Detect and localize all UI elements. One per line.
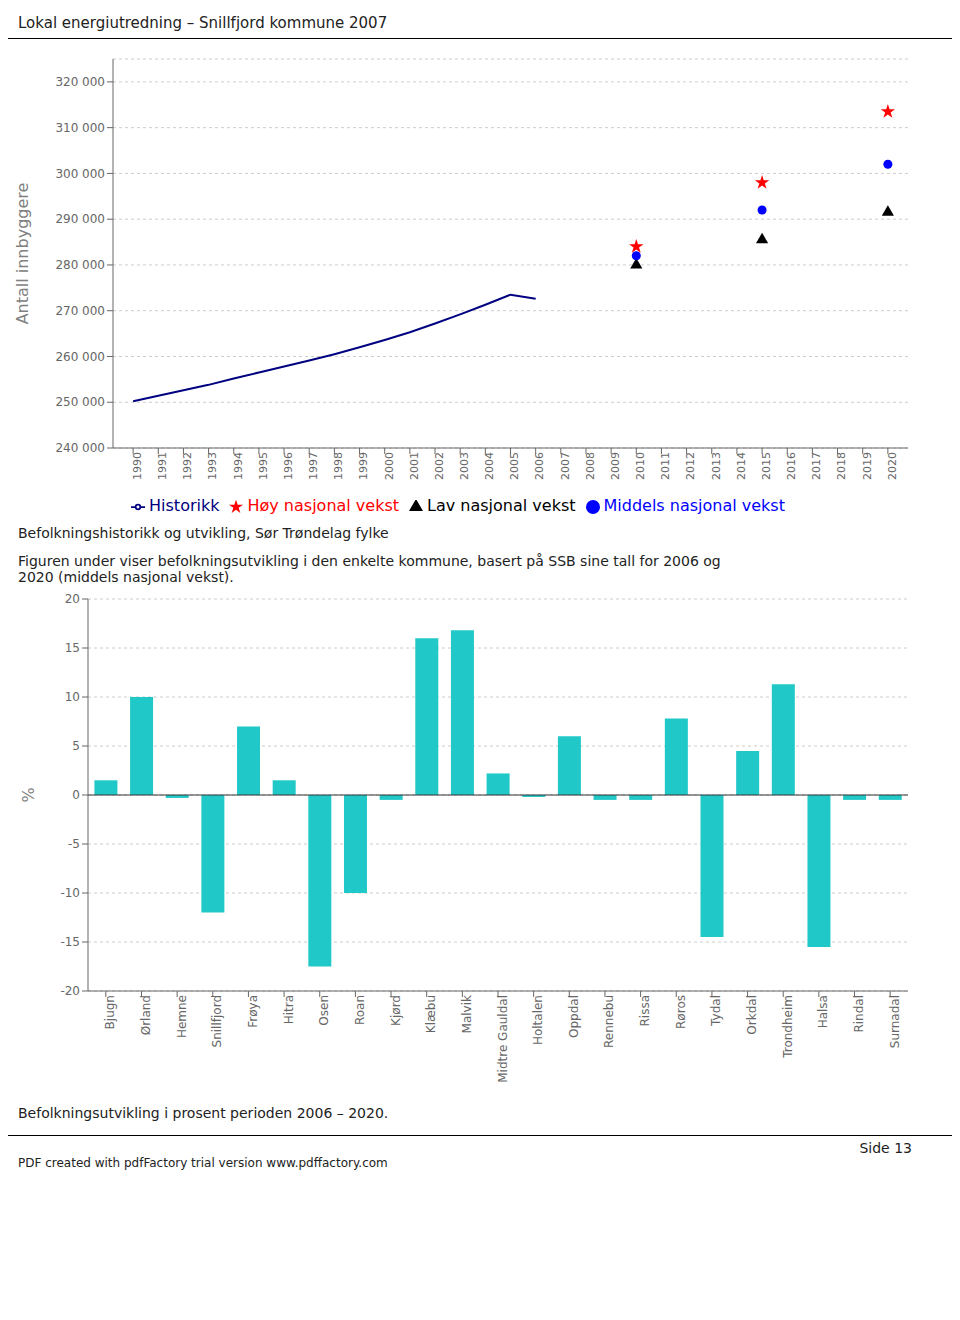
svg-text:310 000: 310 000 (55, 121, 105, 135)
html-text:Figuren under viser befolkning: Figuren under viser befolkningsutvikling… (18, 553, 721, 569)
svg-text:250 000: 250 000 (55, 395, 105, 409)
svg-text:-10: -10 (60, 886, 80, 900)
svg-text:2020: 2020 (886, 452, 899, 480)
html-text:Befolkningshistorikk og utvikl: Befolkningshistorikk og utvikling, Sør T… (18, 525, 389, 541)
svg-text:2000: 2000 (383, 452, 396, 480)
html-text:Middels nasjonal vekst: Middels nasjonal vekst (603, 496, 785, 515)
svg-text:2002: 2002 (433, 452, 446, 480)
svg-text:2004: 2004 (483, 452, 496, 480)
html-text:Lokal energiutredning – Snillf: Lokal energiutredning – Snillfjord kommu… (18, 14, 388, 32)
svg-text:260 000: 260 000 (55, 350, 105, 364)
svg-text:2012: 2012 (684, 452, 697, 480)
svg-text:1994: 1994 (232, 452, 245, 480)
svg-text:1993: 1993 (206, 452, 219, 480)
svg-text:Antall innbyggere: Antall innbyggere (13, 183, 32, 325)
svg-text:2001: 2001 (408, 452, 421, 480)
svg-text:Snillfjord: Snillfjord (210, 995, 224, 1047)
svg-text:-15: -15 (60, 935, 80, 949)
svg-text:1992: 1992 (181, 452, 194, 480)
svg-text:2008: 2008 (584, 452, 597, 480)
svg-text:240 000: 240 000 (55, 441, 105, 455)
svg-text:270 000: 270 000 (55, 304, 105, 318)
svg-text:Tydal: Tydal (709, 995, 723, 1027)
svg-text:Orkdal: Orkdal (745, 995, 759, 1035)
html-text:Høy nasjonal vekst: Høy nasjonal vekst (247, 496, 399, 515)
svg-text:1995: 1995 (257, 452, 270, 480)
svg-text:2017: 2017 (810, 452, 823, 480)
svg-text:Ørland: Ørland (139, 995, 153, 1035)
svg-text:Holtalen: Holtalen (531, 995, 545, 1045)
svg-text:1991: 1991 (156, 452, 169, 480)
svg-text:Malvik: Malvik (460, 995, 474, 1033)
svg-text:-20: -20 (60, 984, 80, 998)
svg-text:1998: 1998 (332, 452, 345, 480)
svg-text:Trondheim: Trondheim (781, 995, 795, 1059)
svg-text:20: 20 (65, 592, 80, 606)
svg-text:Rindal: Rindal (852, 995, 866, 1033)
svg-text:300 000: 300 000 (55, 167, 105, 181)
svg-text:2006: 2006 (533, 452, 546, 480)
svg-text:2015: 2015 (760, 452, 773, 480)
svg-text:1996: 1996 (282, 452, 295, 480)
svg-text:Kjørd: Kjørd (389, 995, 403, 1026)
svg-text:2003: 2003 (458, 452, 471, 480)
svg-text:Rissa: Rissa (638, 995, 652, 1027)
svg-text:Frøya: Frøya (246, 995, 260, 1028)
svg-text:Midtre Gauldal: Midtre Gauldal (496, 995, 510, 1083)
svg-text:10: 10 (65, 690, 80, 704)
svg-text:1997: 1997 (307, 452, 320, 480)
html-text:Befolkningsutvikling i prosent: Befolkningsutvikling i prosent perioden … (18, 1105, 389, 1121)
svg-text:Roan: Roan (353, 995, 367, 1025)
html-text:2020 (middels nasjonal vekst).: 2020 (middels nasjonal vekst). (18, 569, 234, 585)
svg-text:2013: 2013 (710, 452, 723, 480)
svg-text:2014: 2014 (735, 452, 748, 480)
svg-text:290 000: 290 000 (55, 212, 105, 226)
svg-text:2011: 2011 (659, 452, 672, 480)
svg-text:0: 0 (72, 788, 80, 802)
svg-text:2016: 2016 (785, 452, 798, 480)
svg-text:15: 15 (65, 641, 80, 655)
svg-text:%: % (19, 787, 38, 802)
svg-text:2005: 2005 (508, 452, 521, 480)
svg-text:5: 5 (72, 739, 80, 753)
svg-text:2018: 2018 (835, 452, 848, 480)
svg-text:Rennebu: Rennebu (602, 995, 616, 1048)
svg-text:2010: 2010 (634, 452, 647, 480)
svg-text:2019: 2019 (861, 452, 874, 480)
svg-text:Bjugn: Bjugn (103, 995, 117, 1029)
svg-text:Hemne: Hemne (175, 995, 189, 1038)
html-text:Side 13: Side 13 (859, 1140, 912, 1156)
svg-text:1990: 1990 (131, 452, 144, 480)
svg-text:2009: 2009 (609, 452, 622, 480)
svg-text:320 000: 320 000 (55, 75, 105, 89)
svg-text:Røros: Røros (674, 995, 688, 1029)
svg-text:2007: 2007 (559, 452, 572, 480)
svg-text:Osen: Osen (317, 995, 331, 1026)
html-text:Lav nasjonal vekst: Lav nasjonal vekst (427, 496, 576, 515)
svg-text:Oppdal: Oppdal (567, 995, 581, 1038)
svg-text:280 000: 280 000 (55, 258, 105, 272)
svg-text:Halsa: Halsa (816, 995, 830, 1028)
svg-text:1999: 1999 (357, 452, 370, 480)
svg-text:Hitra: Hitra (282, 995, 296, 1024)
html-text:PDF created with pdfFactory tr: PDF created with pdfFactory trial versio… (18, 1156, 388, 1170)
svg-text:Klæbu: Klæbu (424, 995, 438, 1033)
svg-text:Surnadal: Surnadal (888, 995, 902, 1048)
svg-text:-5: -5 (68, 837, 80, 851)
html-text:Historikk: Historikk (149, 496, 220, 515)
